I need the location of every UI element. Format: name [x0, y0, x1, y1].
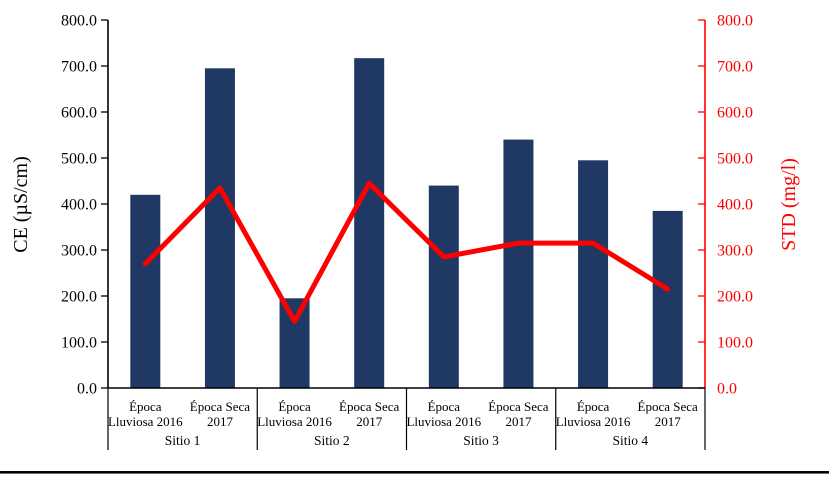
group-label-0: Sitio 1 [165, 433, 201, 448]
cat-label-4-line1: Época [428, 399, 461, 414]
ce-bar-5 [503, 139, 534, 388]
right-tick-label-1: 100.0 [717, 335, 753, 352]
cat-label-6-line2: Lluviosa 2016 [556, 414, 631, 429]
left-tick-label-6: 600.0 [61, 105, 97, 122]
cat-label-5-line2: 2017 [505, 414, 532, 429]
left-tick-label-1: 100.0 [61, 335, 97, 352]
ce-bar-1 [204, 68, 235, 389]
group-label-3: Sitio 4 [613, 433, 649, 448]
right-tick-label-4: 400.0 [717, 197, 753, 214]
cat-label-2-line2: Lluviosa 2016 [257, 414, 332, 429]
cat-label-1-line2: 2017 [207, 414, 234, 429]
left-tick-label-4: 400.0 [61, 197, 97, 214]
cat-label-6-line1: Época [577, 399, 610, 414]
left-tick-label-2: 200.0 [61, 289, 97, 306]
cat-label-7-line1: Época Seca [638, 399, 699, 414]
ce-bar-6 [578, 160, 609, 388]
cat-label-0-line2: Lluviosa 2016 [108, 414, 183, 429]
right-tick-label-3: 300.0 [717, 243, 753, 260]
right-tick-label-2: 200.0 [717, 289, 753, 306]
cat-label-4-line2: Lluviosa 2016 [406, 414, 481, 429]
ce-bar-0 [130, 194, 161, 388]
ce-bar-3 [354, 58, 385, 389]
left-tick-label-0: 0.0 [77, 381, 97, 398]
right-tick-label-6: 600.0 [717, 105, 753, 122]
left-tick-label-8: 800.0 [61, 13, 97, 30]
bottom-rule [0, 471, 829, 474]
group-label-2: Sitio 3 [463, 433, 499, 448]
cat-label-3-line1: Época Seca [339, 399, 400, 414]
cat-label-1-line1: Época Seca [190, 399, 251, 414]
cat-label-0-line1: Época [129, 399, 162, 414]
ce-bar-7 [652, 210, 683, 388]
std-line [142, 180, 671, 324]
cat-label-3-line2: 2017 [356, 414, 383, 429]
left-tick-label-7: 700.0 [61, 59, 97, 76]
cat-label-7-line2: 2017 [655, 414, 682, 429]
group-label-1: Sitio 2 [314, 433, 350, 448]
right-tick-label-8: 800.0 [717, 13, 753, 30]
left-tick-label-3: 300.0 [61, 243, 97, 260]
ce-bar-4 [428, 185, 459, 388]
right-tick-label-5: 500.0 [717, 151, 753, 168]
cat-label-2-line1: Época [278, 399, 311, 414]
ce-bar-2 [279, 298, 310, 388]
right-tick-label-7: 700.0 [717, 59, 753, 76]
cat-label-5-line1: Época Seca [488, 399, 549, 414]
right-tick-label-0: 0.0 [717, 381, 737, 398]
left-tick-label-5: 500.0 [61, 151, 97, 168]
